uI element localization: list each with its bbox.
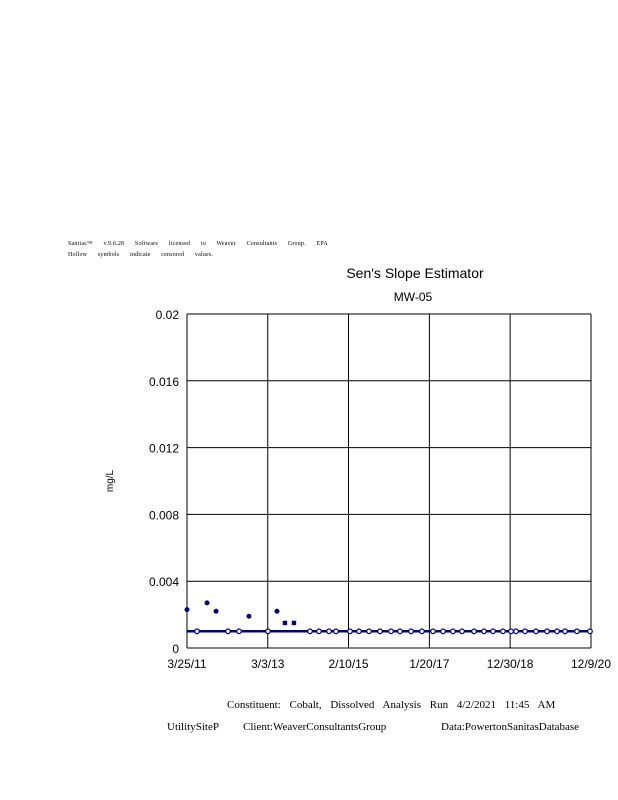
censored-point	[236, 628, 242, 635]
censored-point	[574, 628, 580, 635]
censored-point	[408, 628, 414, 635]
censored-note: Hollow symbols indicate censored values.	[68, 252, 214, 258]
x-tick-label: 2/10/15	[328, 657, 368, 671]
censored-point	[544, 628, 550, 635]
y-tick-label: 0.012	[149, 442, 179, 456]
x-tick-label: 3/25/11	[167, 657, 206, 671]
censored-point	[471, 628, 477, 635]
censored-point	[307, 628, 313, 635]
censored-point	[508, 628, 514, 635]
censored-point	[459, 628, 465, 635]
censored-point	[554, 628, 560, 635]
y-axis-label: mg/L	[105, 469, 116, 492]
data-source-label: Data:PowertonSanitasDatabase	[441, 721, 580, 733]
x-tick-label: 3/3/13	[251, 657, 285, 671]
censored-point	[500, 628, 506, 635]
x-tick-label: 1/20/17	[409, 657, 449, 671]
censored-point	[513, 628, 519, 635]
y-tick-label: 0.016	[149, 375, 179, 389]
detected-point	[204, 600, 210, 606]
censored-point	[347, 628, 353, 635]
detected-point	[246, 613, 252, 619]
chart-title: Sen's Slope Estimator	[346, 265, 484, 281]
censored-point	[490, 628, 496, 635]
detected-point-square	[282, 620, 288, 626]
censored-point	[225, 628, 231, 635]
chart-subtitle: MW-05	[394, 290, 433, 304]
y-tick-label: 0.004	[149, 575, 179, 589]
censored-point	[397, 628, 403, 635]
detected-point	[184, 607, 190, 613]
censored-point	[377, 628, 383, 635]
site-label: UtilitySiteP	[167, 721, 219, 733]
censored-point	[450, 628, 456, 635]
y-tick-label: 0.008	[149, 508, 179, 522]
censored-point	[533, 628, 539, 635]
censored-point	[562, 628, 568, 635]
censored-point	[265, 628, 271, 635]
censored-point	[316, 628, 322, 635]
y-tick-label: 0.02	[156, 308, 180, 322]
censored-point	[440, 628, 446, 635]
censored-point	[587, 628, 593, 635]
detected-point-square	[291, 620, 297, 626]
censored-point	[333, 628, 339, 635]
detected-point	[274, 608, 280, 614]
censored-point	[522, 628, 528, 635]
censored-point	[430, 628, 436, 635]
censored-point	[326, 628, 332, 635]
x-tick-label: 12/30/18	[487, 657, 534, 671]
censored-point	[388, 628, 394, 635]
client-label: Client:WeaverConsultantsGroup	[243, 721, 387, 733]
censored-point	[481, 628, 487, 635]
censored-point	[419, 628, 425, 635]
x-tick-label: 12/9/20	[571, 657, 611, 671]
censored-point	[194, 628, 200, 635]
detected-point	[213, 608, 219, 614]
censored-point	[356, 628, 362, 635]
license-text: Sanitas™ v.9.6.28 Software licensed to W…	[68, 241, 328, 247]
censored-point	[366, 628, 372, 635]
y-tick-label: 0	[172, 642, 179, 656]
constituent-info: Constituent: Cobalt, Dissolved Analysis …	[227, 699, 556, 711]
